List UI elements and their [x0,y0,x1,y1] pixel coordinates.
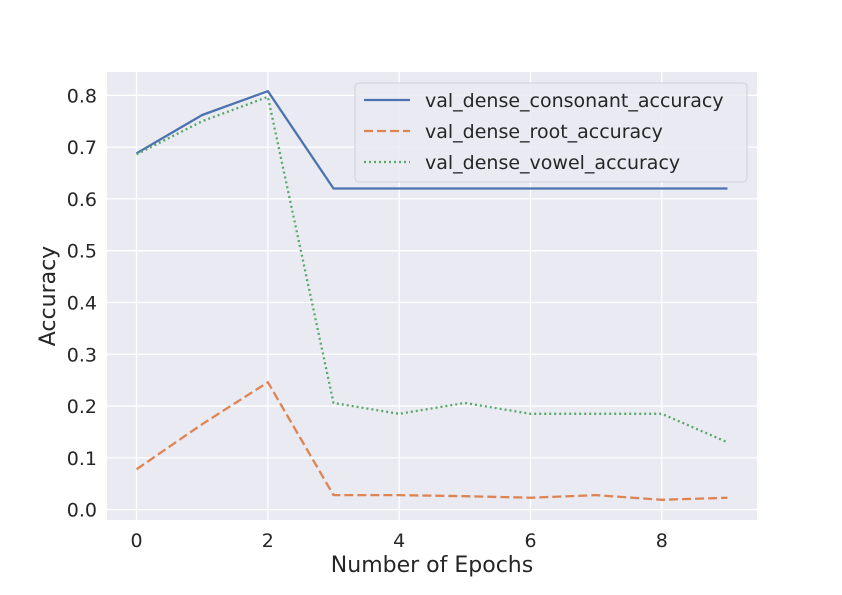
legend-entry-label: val_dense_consonant_accuracy [425,90,724,112]
series-line-2 [135,381,728,501]
x-tick-label: 6 [524,530,536,552]
x-axis-label: Number of Epochs [331,553,533,578]
legend-entry-label: val_dense_vowel_accuracy [425,152,680,174]
y-tick-label: 0.6 [67,189,97,211]
series-layer [135,90,728,501]
y-tick-label: 0.0 [67,500,97,522]
legend-box [354,82,748,183]
series-line-1 [135,90,728,190]
x-tick-label: 2 [262,530,274,552]
y-tick-label: 0.4 [67,292,97,314]
y-tick-label: 0.8 [67,85,97,107]
series-line-3 [136,95,728,444]
x-tick-label: 8 [656,530,668,552]
y-axis-label: Accuracy [36,246,61,346]
y-tick-label: 0.1 [67,448,97,470]
legend: val_dense_consonant_accuracy val_dense_ro… [354,82,748,183]
legend-entry-label: val_dense_root_accuracy [425,121,663,143]
y-tick-label: 0.7 [67,137,97,159]
y-tick-label: 0.2 [67,396,97,418]
x-tick-label: 0 [130,530,142,552]
y-tick-label: 0.3 [67,344,97,366]
tick-labels: 0 2 4 6 8 0.0 0.1 0.2 0.3 0.4 0.5 0.6 0.7 0.8 [67,85,668,552]
x-tick-label: 4 [393,530,405,552]
y-tick-label: 0.5 [67,241,97,263]
